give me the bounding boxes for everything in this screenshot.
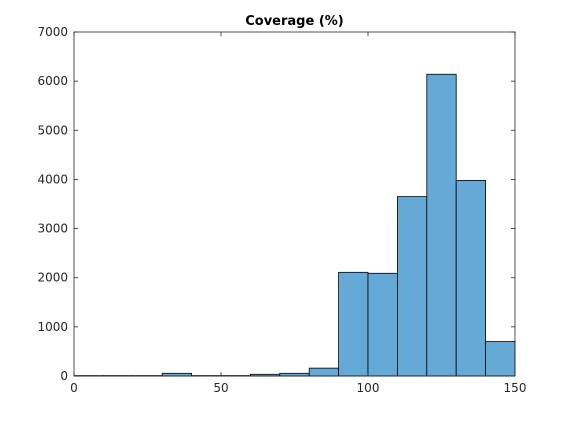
- y-tick-label-0: 0: [60, 369, 68, 383]
- bars-group: [73, 73, 516, 377]
- histogram-bar-12: [426, 73, 457, 377]
- y-tick-label-6: 6000: [37, 74, 68, 88]
- histogram-bar-7: [279, 372, 310, 377]
- histogram-bar-14: [485, 341, 516, 377]
- y-tick-label-3: 3000: [37, 222, 68, 236]
- histogram-bar-10: [367, 272, 398, 377]
- x-tick-label-1: 50: [213, 381, 228, 395]
- x-tick-label-2: 100: [357, 381, 380, 395]
- histogram-bar-3: [161, 372, 192, 377]
- x-tick-label-0: 0: [70, 381, 78, 395]
- histogram-bar-9: [338, 271, 369, 377]
- y-tick-label-2: 2000: [37, 271, 68, 285]
- histogram-bar-13: [455, 180, 487, 377]
- y-tick-label-5: 5000: [37, 123, 68, 137]
- axes-box: [73, 31, 516, 377]
- histogram-bar-11: [396, 196, 428, 377]
- chart-title: Coverage (%): [245, 14, 344, 29]
- y-tick-label-1: 1000: [37, 320, 68, 334]
- x-tick-label-3: 150: [504, 381, 527, 395]
- axes-group: 0 50 100 150 0 1000 2000 3000 4000 5000 6000 7000: [37, 25, 526, 395]
- histogram-bar-8: [308, 367, 340, 377]
- y-tick-label-7: 7000: [37, 25, 68, 39]
- y-tick-label-4: 4000: [37, 172, 68, 186]
